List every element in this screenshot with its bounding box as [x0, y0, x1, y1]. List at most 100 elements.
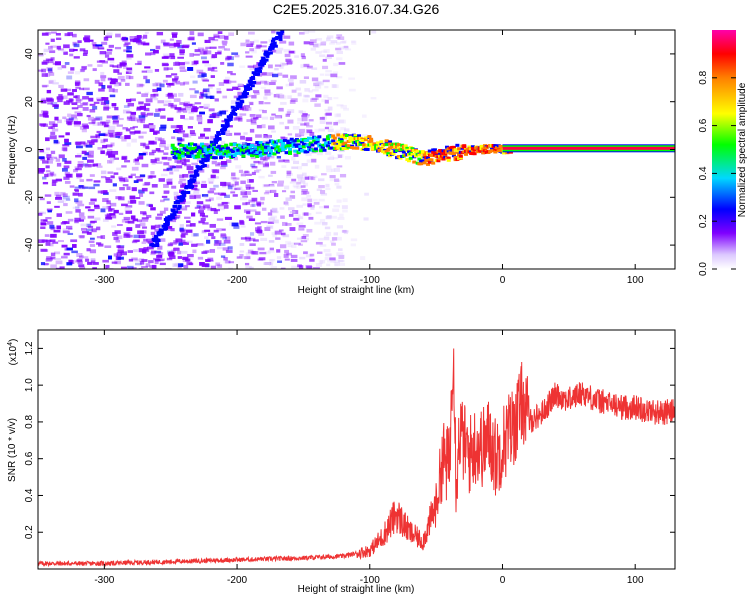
spectrogram-noise-cell	[211, 38, 219, 42]
spectrogram-noise-cell	[62, 157, 67, 162]
spectrogram-noise-cell	[289, 181, 297, 184]
spectrogram-noise-cell	[201, 194, 209, 197]
spectrogram-noise-cell	[135, 224, 141, 228]
spectrogram-diagonal-cell	[258, 66, 263, 70]
spectrogram-noise-cell	[189, 223, 196, 227]
spectrogram-noise-cell	[143, 107, 150, 112]
spectrogram-noise-cell	[155, 148, 161, 152]
spectrogram-noise-cell	[87, 224, 94, 228]
spectrogram-ridge-cell	[255, 155, 260, 159]
spectrogram-noise-cell	[310, 206, 315, 210]
spectrogram-noise-cell	[138, 201, 145, 205]
spectrogram-noise-cell	[132, 125, 138, 129]
spectrogram-noise-cell	[262, 109, 267, 114]
spectrogram-noise-cell	[257, 229, 262, 233]
spectrogram-noise-cell	[133, 234, 140, 239]
spectrogram-noise-cell	[278, 229, 284, 232]
spectrogram-noise-cell	[342, 46, 349, 50]
spectrogram-noise-cell	[38, 53, 44, 57]
spectrogram-ridge-cell	[379, 140, 384, 144]
spectrogram-noise-cell	[100, 78, 106, 82]
spectrogram-noise-cell	[342, 138, 348, 143]
spectrogram-noise-cell	[69, 53, 74, 57]
spectrogram-noise-cell	[162, 63, 169, 66]
spectrogram-noise-cell	[191, 42, 196, 45]
spectrogram-noise-cell	[267, 212, 273, 216]
spectrogram-noise-cell	[350, 238, 358, 242]
spectrogram-noise-cell	[321, 222, 328, 225]
spectrogram-noise-cell	[151, 83, 157, 87]
spectrogram-noise-cell	[216, 196, 223, 200]
spectrogram-ridge-cell	[336, 146, 341, 150]
colorbar-tick-label: 0.4	[698, 166, 709, 180]
spectrogram-noise-cell	[158, 138, 165, 142]
spectrogram-noise-cell	[200, 133, 205, 137]
spectrogram-noise-cell	[271, 232, 277, 236]
spectrogram-ridge-cell	[338, 143, 343, 147]
spectrogram-noise-cell	[68, 117, 74, 121]
spectrogram-diagonal-cell	[263, 52, 268, 56]
spectrogram-noise-cell	[142, 183, 150, 186]
snr-y-tick-label: 1.0	[24, 378, 35, 392]
spectrogram-ridge-cell	[420, 159, 425, 163]
spectrogram-ridge-cell	[172, 150, 177, 154]
spectrogram-noise-cell	[327, 157, 335, 160]
snr-y-multiplier: (x104)	[7, 339, 19, 366]
spectrogram-noise-cell	[78, 212, 85, 217]
spectrogram-noise-cell	[321, 222, 328, 225]
spectrogram-noise-cell	[321, 173, 327, 176]
spectrogram-noise-cell	[230, 73, 236, 76]
spectrogram-noise-cell	[305, 114, 310, 117]
spectrogram-noise-cell	[79, 87, 84, 91]
spectrogram-noise-cell	[232, 178, 238, 182]
spectrogram-noise-cell	[57, 66, 62, 70]
spectrogram-ridge-cell	[481, 151, 486, 155]
spectrogram-noise-cell	[112, 215, 117, 219]
spectrogram-noise-cell	[158, 178, 165, 182]
spectrogram-noise-cell	[88, 122, 95, 125]
spectrogram-noise-cell	[169, 53, 175, 57]
spectrogram-noise-cell	[100, 175, 107, 179]
spectrogram-noise-cell	[79, 179, 84, 182]
spectrogram-noise-cell	[208, 108, 215, 112]
spectrogram-noise-cell	[308, 119, 314, 122]
spectrogram-noise-cell	[250, 121, 257, 125]
spectrogram-noise-cell	[256, 114, 262, 118]
spectrogram-noise-cell	[190, 132, 197, 136]
spectrogram-noise-cell	[311, 77, 319, 82]
spectrogram-noise-cell	[250, 155, 257, 160]
spectrogram-noise-cell	[237, 186, 243, 191]
spectrogram-noise-cell	[150, 231, 156, 236]
spectrogram-noise-cell	[227, 125, 233, 128]
spectrogram-noise-cell	[180, 115, 185, 119]
spectrogram-noise-cell	[170, 104, 177, 109]
spectrogram-noise-cell	[203, 204, 210, 209]
spectrogram-noise-cell	[167, 92, 173, 96]
spectrogram-noise-cell	[270, 266, 277, 269]
spectrogram-noise-cell	[371, 30, 377, 34]
spectrogram-noise-cell	[292, 184, 300, 188]
spectrogram-noise-cell	[297, 92, 302, 97]
spectrogram-noise-cell	[334, 178, 340, 182]
spectrogram-y-tick-label: -40	[24, 237, 35, 252]
spectrogram-noise-cell	[242, 108, 249, 112]
spectrogram-noise-cell	[113, 253, 118, 257]
spectrogram-noise-cell	[188, 111, 195, 114]
spectrogram-noise-cell	[48, 80, 54, 84]
spectrogram-noise-cell	[280, 95, 287, 100]
spectrogram-ridge-cell	[251, 153, 256, 157]
spectrogram-noise-cell	[282, 234, 290, 238]
spectrogram-noise-cell	[97, 122, 104, 126]
spectrogram-ridge-cell	[219, 156, 224, 160]
spectrogram-diagonal-cell	[265, 54, 270, 58]
spectrogram-noise-cell	[194, 206, 201, 209]
spectrogram-noise-cell	[249, 186, 255, 190]
spectrogram-ridge-cell	[396, 146, 401, 150]
spectrogram-noise-cell	[77, 260, 83, 265]
spectrogram-noise-cell	[297, 117, 303, 122]
spectrogram-noise-cell	[69, 48, 75, 52]
spectrogram-noise-cell	[211, 69, 218, 72]
spectrogram-noise-cell	[41, 73, 48, 77]
spectrogram-noise-cell	[227, 56, 234, 61]
spectrogram-noise-cell	[245, 237, 251, 242]
